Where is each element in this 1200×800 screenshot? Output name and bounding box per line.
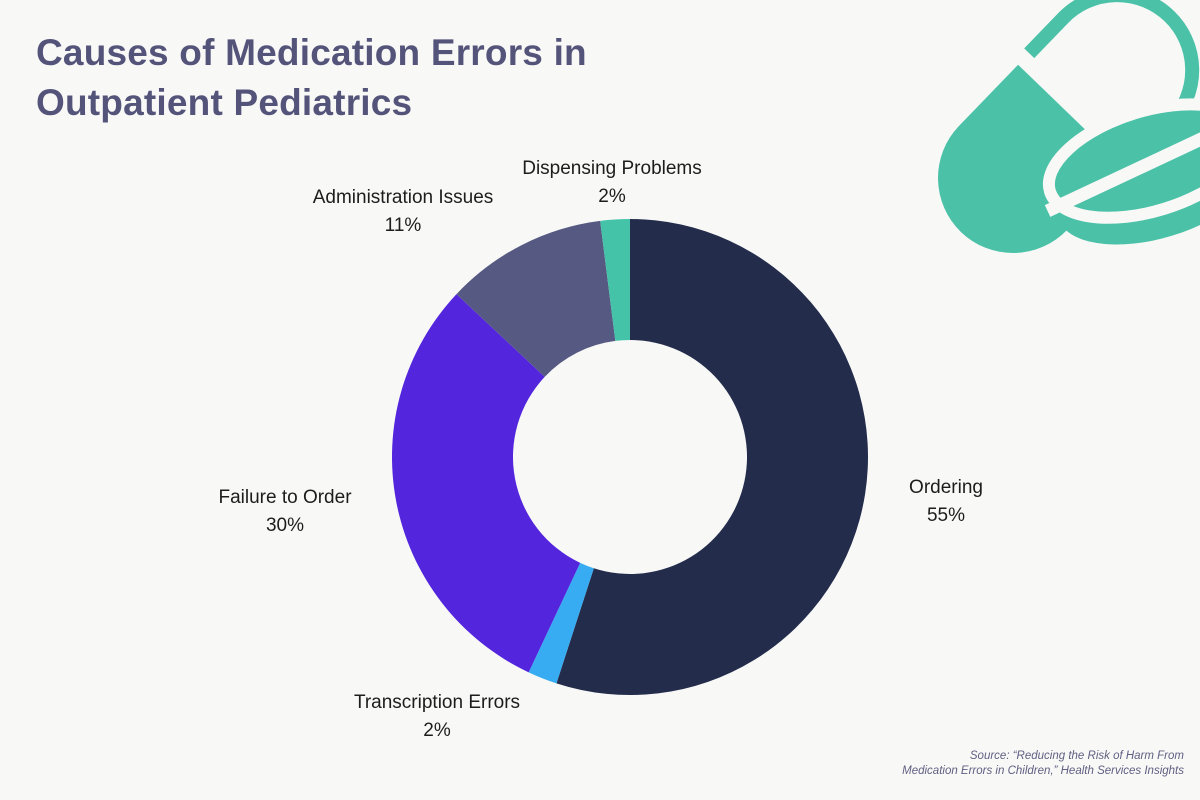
- slice-value-text: 11%: [384, 215, 422, 236]
- slice-label-dispensing-problems: Dispensing Problems 2%: [522, 155, 702, 211]
- slice-label-failure-to-order: Failure to Order 30%: [218, 484, 351, 540]
- slice-label-ordering: Ordering 55%: [909, 474, 983, 530]
- source-citation: Source: “Reducing the Risk of Harm From …: [902, 749, 1184, 779]
- slice-value-text: 2%: [423, 720, 451, 741]
- donut-slice-failure-to-order: [391, 294, 581, 673]
- slice-value-text: 55%: [926, 505, 966, 526]
- slice-label-text: Dispensing Problems: [522, 158, 702, 179]
- page-title-line1: Causes of Medication Errors in: [36, 32, 587, 73]
- page-title: Causes of Medication Errors in Outpatien…: [36, 28, 796, 128]
- donut-slice-administration-issues: [456, 220, 616, 377]
- slice-label-text: Failure to Order: [218, 487, 352, 508]
- capsule-and-tablet-icon-svg: [938, 0, 1200, 253]
- source-line2: Medication Errors in Children,” Health S…: [902, 765, 1184, 777]
- tablet-score-line: [1044, 109, 1200, 217]
- page-title-line2: Outpatient Pediatrics: [36, 82, 413, 123]
- slice-label-text: Administration Issues: [312, 187, 494, 208]
- source-line1: Source: “Reducing the Risk of Harm From: [969, 750, 1184, 762]
- slice-value-text: 2%: [598, 186, 626, 207]
- donut-slice-transcription-errors: [528, 562, 594, 684]
- slice-label-transcription-errors: Transcription Errors 2%: [354, 689, 520, 745]
- donut-slice-ordering: [556, 219, 868, 695]
- donut-slice-dispensing-problems: [600, 219, 630, 341]
- donut-chart-area: [389, 216, 871, 698]
- slice-label-text: Ordering: [909, 477, 983, 498]
- capsule-and-tablet-icon: [920, 0, 1200, 270]
- slice-label-text: Transcription Errors: [353, 692, 521, 713]
- donut-chart: [391, 219, 868, 695]
- slice-label-administration-issues: Administration Issues 11%: [313, 184, 494, 240]
- capsule-outline-half: [1024, 0, 1200, 163]
- slice-value-text: 30%: [265, 515, 305, 536]
